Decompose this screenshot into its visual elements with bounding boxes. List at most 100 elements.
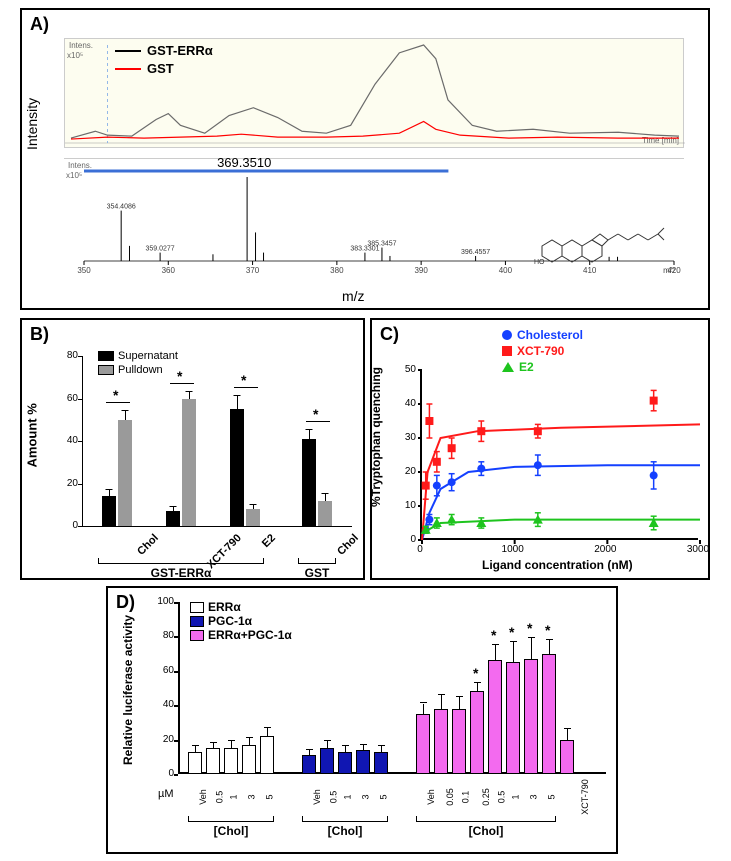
bar-pulldown — [118, 420, 132, 526]
bar — [452, 709, 466, 774]
panel-a-y-axis: Intensity — [24, 98, 40, 150]
svg-text:396.4557: 396.4557 — [461, 249, 490, 256]
x-tick-label: 3 — [247, 794, 257, 799]
x-tick-label: 5 — [379, 794, 389, 799]
y-tick: 20 — [398, 466, 416, 477]
significance-star: * — [545, 622, 550, 638]
y-axis-d-line — [178, 602, 180, 774]
svg-text:354.4086: 354.4086 — [107, 204, 136, 211]
bar — [374, 752, 388, 774]
y-tick: 40 — [58, 435, 78, 446]
bar — [470, 691, 484, 774]
x-tick-label: Veh — [198, 789, 208, 805]
y-tick: 20 — [58, 478, 78, 489]
significance-star: * — [491, 627, 496, 643]
svg-text:390: 390 — [414, 266, 428, 275]
panel-b-label: B) — [30, 324, 49, 345]
panel-d: D) Relative luciferase activity ERRα PGC… — [106, 586, 618, 854]
x-tick: 1000 — [495, 544, 531, 555]
cholesterol-structure-icon: HO — [534, 196, 674, 266]
panel-d-chart-area: ***** — [178, 602, 606, 774]
x-tick-label: XCT-790 — [580, 779, 590, 815]
x-tick-label: Veh — [312, 789, 322, 805]
x-tick: 0 — [402, 544, 438, 555]
y-tick: 0 — [58, 520, 78, 531]
panel-c-y-axis: %Tryptophan quenching — [369, 367, 383, 507]
x-tick-label: 3 — [361, 794, 371, 799]
chromatogram-plot: Intens. x10⁵ Time [min] GST-ERRα GST — [64, 38, 684, 148]
legend-gst: GST — [115, 61, 174, 76]
legend-text-1: GST — [147, 61, 174, 76]
svg-text:m/z: m/z — [663, 266, 676, 275]
y-tick: 100 — [154, 596, 174, 607]
x-tick-label: 0.5 — [496, 791, 506, 804]
x-tick-label: Veh — [426, 789, 436, 805]
panel-c: C) %Tryptophan quenching Ligand concentr… — [370, 318, 710, 580]
bar — [434, 709, 448, 774]
y-tick: 40 — [398, 398, 416, 409]
svg-text:HO: HO — [534, 259, 545, 266]
legend-swatch-red — [115, 68, 141, 70]
bar — [302, 755, 316, 774]
x-tick-label: 0.25 — [481, 788, 491, 806]
x-tick-label: 5 — [547, 794, 557, 799]
svg-text:400: 400 — [499, 266, 513, 275]
y-tick: 60 — [154, 665, 174, 676]
x-axis-b-line — [82, 526, 352, 527]
panel-c-svg — [422, 370, 700, 540]
mass-spectrum-plot: Intens. x10⁵ 350360370380390400410420m/z… — [64, 158, 684, 276]
legend-c-chol: Cholesterol — [502, 328, 583, 342]
y-tick: 30 — [398, 432, 416, 443]
x-tick-label: 1 — [511, 794, 521, 799]
significance-star: * — [241, 372, 246, 388]
legend-c-marker-square — [502, 346, 512, 356]
bar — [356, 750, 370, 774]
x-category-label: E2 — [260, 532, 278, 550]
panel-b: B) Amount % Supernatant Pulldown 0204060… — [20, 318, 365, 580]
x-category-label: Chol — [135, 532, 161, 558]
svg-text:350: 350 — [77, 266, 91, 275]
legend-c-xct: XCT-790 — [502, 344, 564, 358]
panel-b-y-axis: Amount % — [25, 403, 40, 467]
bar — [488, 660, 502, 774]
y-tick: 40 — [154, 699, 174, 710]
svg-text:385.3457: 385.3457 — [367, 241, 396, 248]
svg-text:410: 410 — [583, 266, 597, 275]
x-tick: 2000 — [587, 544, 623, 555]
y-tick: 0 — [154, 768, 174, 779]
bar — [260, 736, 274, 774]
legend-c-marker-circle — [502, 330, 512, 340]
x-tick-label: 0.5 — [214, 791, 224, 804]
legend-text-0: GST-ERRα — [147, 43, 213, 58]
bar-pulldown — [246, 509, 260, 526]
bar-supernatant — [166, 511, 180, 526]
x-tick: 3000 — [680, 544, 716, 555]
panel-c-chart-area — [420, 370, 698, 540]
bracket-label: GST-ERRα — [98, 566, 264, 580]
svg-text:360: 360 — [162, 266, 176, 275]
significance-star: * — [509, 624, 514, 640]
bar — [188, 752, 202, 774]
bracket-label: [Chol] — [302, 824, 388, 838]
y-tick: 60 — [58, 393, 78, 404]
bracket-label: [Chol] — [188, 824, 274, 838]
legend-gsterra: GST-ERRα — [115, 43, 213, 58]
figure-container: A) Intensity m/z Intens. x10⁵ Time [min]… — [0, 0, 731, 861]
bar — [506, 662, 520, 774]
bar-supernatant — [230, 409, 244, 526]
bar — [320, 748, 334, 774]
x-tick-label: 1 — [343, 794, 353, 799]
y-tick: 10 — [398, 500, 416, 511]
panel-c-label: C) — [380, 324, 399, 345]
panel-b-chart-area: **** — [82, 356, 352, 526]
panel-d-label: D) — [116, 592, 135, 613]
bracket-label: [Chol] — [416, 824, 556, 838]
bar — [524, 659, 538, 774]
panel-a-label: A) — [30, 14, 49, 35]
panel-c-x-axis: Ligand concentration (nM) — [482, 558, 633, 572]
significance-star: * — [177, 368, 182, 384]
bar-pulldown — [318, 501, 332, 527]
x-tick-label: 3 — [529, 794, 539, 799]
significance-star: * — [313, 406, 318, 422]
panel-a-x-axis: m/z — [342, 288, 365, 304]
